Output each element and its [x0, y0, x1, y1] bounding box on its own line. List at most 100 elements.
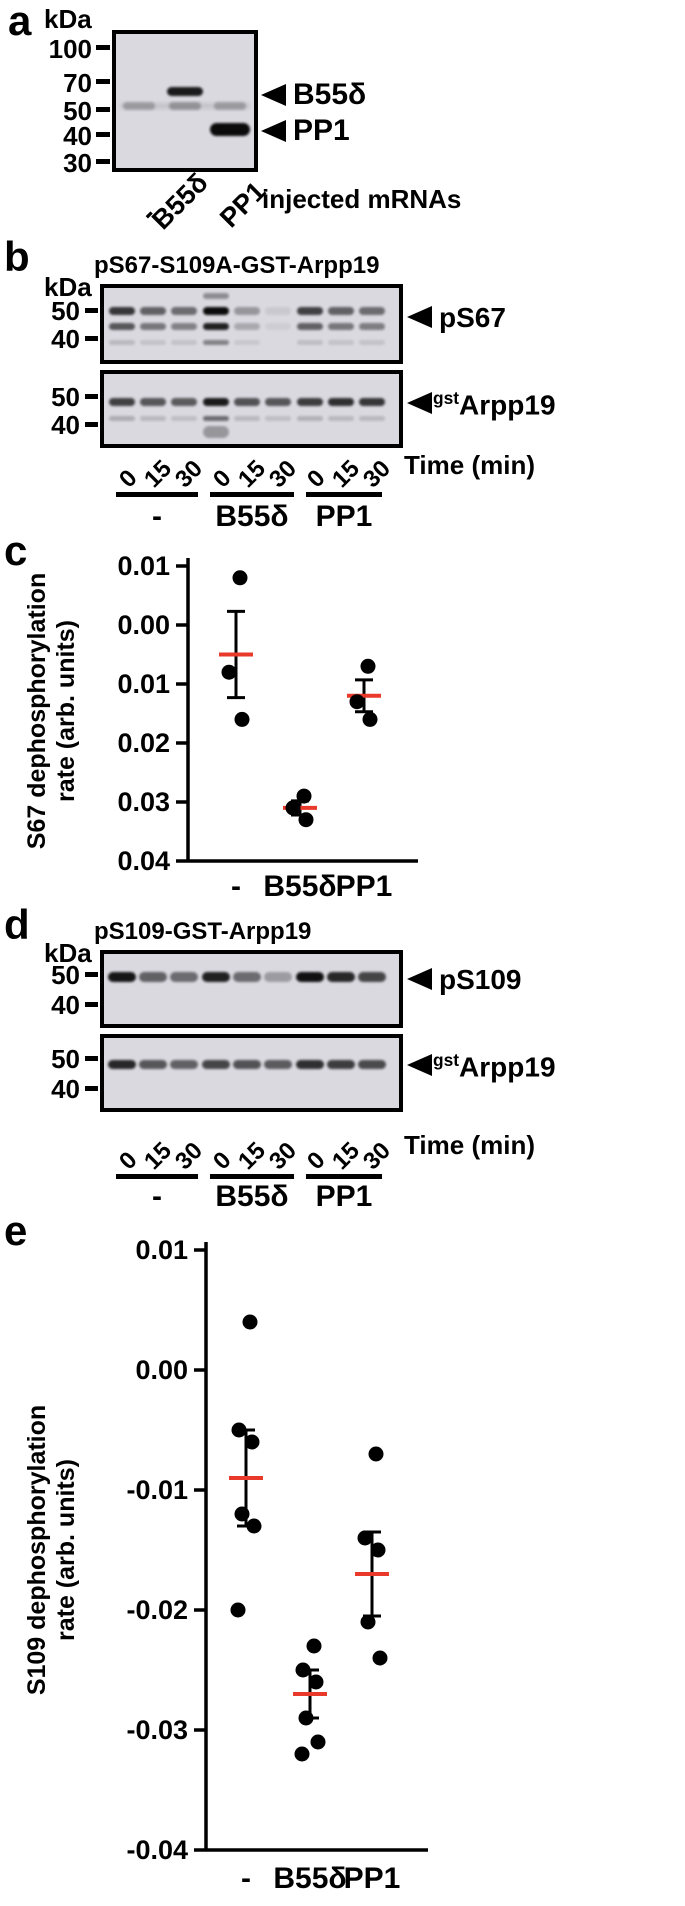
y-tick-label: -0.03	[126, 1715, 188, 1745]
band-label-ps109: pS109	[439, 964, 522, 995]
mw-marker-label: 100	[48, 34, 92, 64]
y-axis-label-e: S109 dephosphorylation rate (arb. units)	[23, 1320, 81, 1780]
blot-band	[265, 416, 291, 421]
mw-marker-label: 50	[51, 296, 80, 326]
blot-band	[140, 398, 166, 406]
mw-marker-label: 40	[63, 121, 92, 151]
blot-membrane	[100, 950, 403, 1028]
arpp19-label: Arpp19	[459, 1051, 556, 1083]
blot-membrane	[100, 1034, 403, 1112]
data-point	[360, 658, 376, 674]
blot-band	[203, 293, 229, 299]
blot-band	[171, 416, 197, 421]
panel-e-label: e	[4, 1207, 28, 1254]
mw-marker-tick	[85, 308, 98, 313]
blot-band	[359, 340, 385, 345]
data-point	[296, 788, 312, 804]
arrowhead-icon	[407, 968, 432, 990]
western-blot-a	[112, 30, 258, 172]
data-point	[310, 1734, 326, 1750]
blot-membrane	[100, 370, 403, 448]
data-point	[362, 711, 378, 727]
group-label: PP1	[315, 500, 373, 533]
blot-band	[210, 123, 250, 136]
data-point	[234, 711, 250, 727]
time-label: 30	[358, 1137, 396, 1176]
mw-marker-tick	[85, 1086, 98, 1091]
blot-band	[203, 398, 229, 406]
band-label-b55d: B55δ	[293, 78, 367, 111]
mw-marker-label: 40	[51, 324, 80, 354]
mw-marker-label: 40	[51, 990, 80, 1020]
blot-band	[328, 307, 354, 315]
data-point	[230, 1602, 246, 1618]
western-blot-d-gstarpp19	[100, 1034, 403, 1112]
blot-band	[327, 972, 355, 982]
kda-label: kDa	[44, 938, 92, 968]
time-label: 30	[170, 455, 208, 494]
x-category-label: -	[241, 1862, 251, 1895]
y-tick-label: 0.00	[118, 610, 170, 640]
blot-band	[108, 1060, 136, 1069]
blot-band	[328, 416, 354, 421]
blot-band	[234, 323, 260, 330]
blot-membrane	[100, 284, 403, 364]
data-point	[306, 1638, 322, 1654]
blot-band	[264, 1060, 292, 1069]
blot-membrane	[112, 30, 258, 172]
blot-band	[203, 307, 229, 315]
panel-d-label: d	[4, 901, 30, 948]
arrowhead-icon	[407, 1054, 432, 1076]
time-label: 0	[302, 464, 331, 494]
blot-band	[140, 323, 166, 330]
arrowhead-icon	[407, 392, 432, 414]
panel-a-label: a	[8, 0, 32, 44]
data-point	[308, 1674, 324, 1690]
data-point	[242, 1314, 258, 1330]
group-underline	[116, 492, 198, 497]
blot-band	[234, 398, 260, 406]
blot-band	[359, 398, 385, 406]
x-category-label: B55δ	[273, 1862, 346, 1895]
blot-band	[171, 340, 197, 345]
mw-marker-tick	[96, 79, 110, 84]
western-blot-b-gstarpp19	[100, 370, 403, 448]
data-point	[370, 1542, 386, 1558]
blot-band	[203, 416, 229, 421]
mw-marker-tick	[85, 336, 98, 341]
blot-band	[297, 323, 323, 330]
arrowhead-icon	[261, 84, 286, 106]
x-category-label: B55δ	[263, 870, 336, 903]
mw-marker-tick	[96, 45, 110, 50]
data-point	[349, 694, 365, 710]
y-tick-label: -0.02	[118, 728, 170, 758]
y-tick-label: -0.03	[118, 787, 170, 817]
data-point	[246, 1518, 262, 1534]
time-label: 0	[114, 1146, 143, 1176]
blot-band	[109, 307, 135, 315]
mw-marker-label: 40	[51, 1074, 80, 1104]
blot-band	[327, 1060, 355, 1069]
mw-marker-label: 30	[63, 148, 92, 178]
group-underline	[306, 1174, 382, 1179]
group-label: PP1	[315, 1180, 373, 1213]
mw-marker-label: 50	[63, 96, 92, 126]
blot-band	[139, 972, 167, 982]
arrowhead-icon	[407, 306, 432, 328]
blot-band	[359, 307, 385, 315]
western-blot-d-ps109	[100, 950, 403, 1028]
blot-band	[108, 972, 136, 982]
band-label-gst-arpp19: gstArpp19	[433, 388, 556, 421]
data-point	[372, 1650, 388, 1666]
blot-band	[170, 1060, 198, 1069]
time-label: 30	[264, 1137, 302, 1176]
blot-band	[233, 972, 261, 982]
blot-band	[171, 323, 197, 330]
group-label: B55δ	[215, 1180, 289, 1213]
data-point	[232, 570, 248, 586]
blot-band	[328, 323, 354, 330]
axis-note: injected mRNAs	[262, 184, 462, 214]
mw-marker-tick	[85, 1056, 98, 1061]
data-point	[298, 1710, 314, 1726]
